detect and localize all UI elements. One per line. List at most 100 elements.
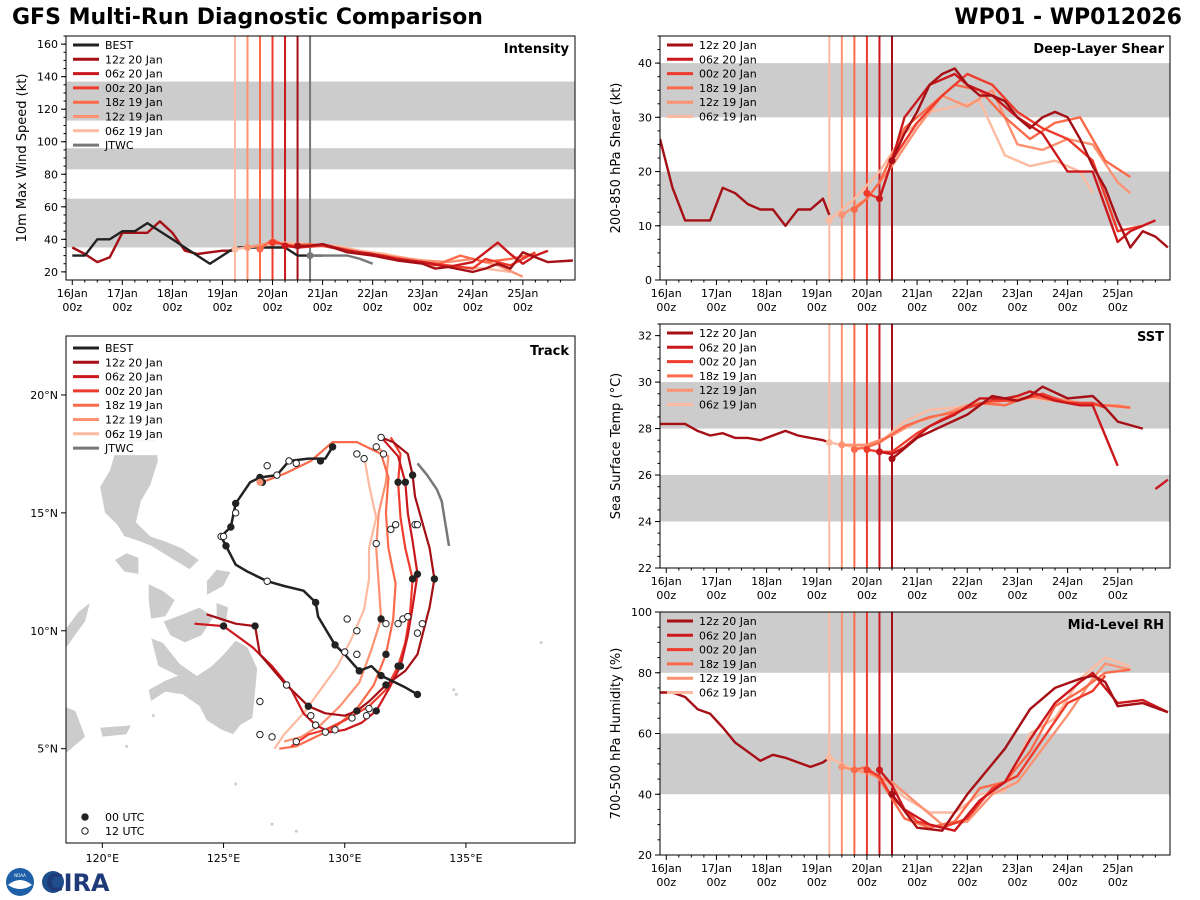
x-tick-label: 19Jan [801,287,832,300]
panel-shear: 01020304016Jan00z17Jan00z18Jan00z19Jan00… [609,35,1171,314]
legend-label-06z-19-jan: 06z 19 Jan [105,428,163,441]
track-init-marker [256,478,264,486]
x-tick-label: 17Jan [701,575,732,588]
x-tick-label: 00z [907,589,927,602]
y-tick-label: 10°N [30,625,58,638]
x-tick-label: 23Jan [1002,575,1033,588]
init-marker-18z-19-jan [850,206,858,214]
init-marker-jtwc [306,252,314,260]
legend-label-jtwc: JTWC [104,139,134,152]
legend-label-06z-19-jan: 06z 19 Jan [699,687,757,700]
init-marker-06z-20-jan [875,195,883,203]
legend-label-12z-19-jan: 12z 19 Jan [105,414,163,427]
landmass-5 [148,583,176,620]
x-tick-label: 16Jan [651,575,682,588]
y-tick-label: 20 [638,849,652,862]
series-line-12z-19-jan [841,662,1131,826]
x-tick-label: 00z [1108,301,1128,314]
x-tick-label: 00z [1008,876,1028,889]
x-tick-label: 19Jan [801,575,832,588]
x-tick-label: 17Jan [701,287,732,300]
legend-bg [70,383,160,398]
legend-label-best: BEST [105,342,133,355]
x-tick-label: 20Jan [851,575,882,588]
panel-intensity: 2040608010012014016016Jan00z17Jan00z18Ja… [15,35,576,314]
legend-label-18z-19-jan: 18z 19 Jan [699,658,757,671]
x-tick-label: 00z [1008,589,1028,602]
x-tick-label: 21Jan [902,862,933,875]
y-tick-label: 60 [44,201,58,214]
y-tick-label: 32 [638,330,652,343]
track-marker-12utc-12 [341,648,349,656]
x-tick-label: 00z [413,301,433,314]
track-marker-00utc-3 [382,681,390,689]
series-line-06z-20-jan-1 [1154,478,1169,490]
x-tick-label: 16Jan [57,287,88,300]
island-0 [452,688,456,692]
track-marker-12utc-4 [321,728,330,736]
x-tick-label: 00z [1058,876,1078,889]
init-marker-12z-19-jan [838,441,846,449]
track-marker-12utc-18 [404,612,412,621]
x-tick-label: 00z [363,301,383,314]
track-marker-00utc-4 [311,598,320,607]
series-line-12z-20-jan [891,385,1144,460]
track-marker-12utc-5 [263,577,271,585]
track-marker-00utc-9 [231,499,240,508]
track-marker-00utc-1 [304,702,313,710]
track-marker-00utc-2 [394,478,402,486]
init-marker-06z-19-jan [231,245,239,253]
track-line-18z-19-jan [261,441,397,750]
track-marker-12utc-6 [348,714,356,722]
init-marker-18z-19-jan [850,766,858,774]
series-line-12z-20-jan [297,242,573,274]
track-marker-00utc-5 [401,478,410,486]
init-marker-00z-20-jan [863,189,871,197]
legend-label-12z-19-jan: 12z 19 Jan [699,384,757,397]
track-marker-12utc-19 [382,619,390,628]
figure-title: GFS Multi-Run Diagnostic Comparison [12,5,483,30]
cira-logo-text: CIRA [46,869,110,897]
track-marker-00utc-3 [331,641,339,649]
legend-label-00z-20-jan: 00z 20 Jan [699,68,757,81]
track-marker-00utc-2 [372,707,380,715]
legend-label-00z-20-jan: 00z 20 Jan [105,82,163,95]
init-marker-12z-20-jan [888,790,896,798]
panel-track: 120°E 125°E 130°E 135°E 5°N 10°N 15°N 20°N Track… [30,335,576,865]
y-tick-label: 26 [638,469,652,482]
legend-label-06z-19-jan: 06z 19 Jan [105,125,163,138]
x-tick-label: 22Jan [952,287,983,300]
init-marker-06z-20-jan [281,242,289,250]
init-marker-06z-19-jan [825,754,833,762]
track-marker-00utc-0 [377,615,385,623]
x-tick-label: 00z [857,301,877,314]
legend-label-06z-20-jan: 06z 20 Jan [699,629,757,642]
series-line-pre [660,691,831,769]
series-line-pre [660,422,830,444]
legend-label-12z-20-jan: 12z 20 Jan [699,327,757,340]
track-marker-12utc-3 [311,721,320,729]
legend-label-00z-20-jan: 00z 20 Jan [699,356,757,369]
x-tick-label: 00z [857,876,877,889]
track-marker-12utc-25 [413,629,422,637]
x-tick-label: 120°E [86,852,119,865]
marker-legend-label-00-utc: 00 UTC [105,811,145,824]
init-marker-06z-19-jan [825,216,833,224]
y-tick-label: 80 [638,667,652,680]
track-marker-12utc-31 [360,454,368,463]
y-tick-label: 40 [44,233,58,246]
marker-legend-00-utc [81,813,89,821]
x-tick-label: 20Jan [257,287,288,300]
track-marker-12utc-32 [292,459,300,468]
y-axis-label: 10m Max Wind Speed (kt) [15,74,30,243]
track-marker-00utc-5 [408,471,417,479]
x-tick-label: 00z [907,876,927,889]
panel-title: Track [530,344,569,359]
init-marker-00z-20-jan [863,445,871,453]
threshold-band-0 [66,198,575,248]
track-marker-12utc-29 [377,433,385,442]
legend-label-06z-20-jan: 06z 20 Jan [699,53,757,66]
track-marker-12utc-33 [263,461,271,470]
init-marker-12z-20-jan [888,157,896,165]
